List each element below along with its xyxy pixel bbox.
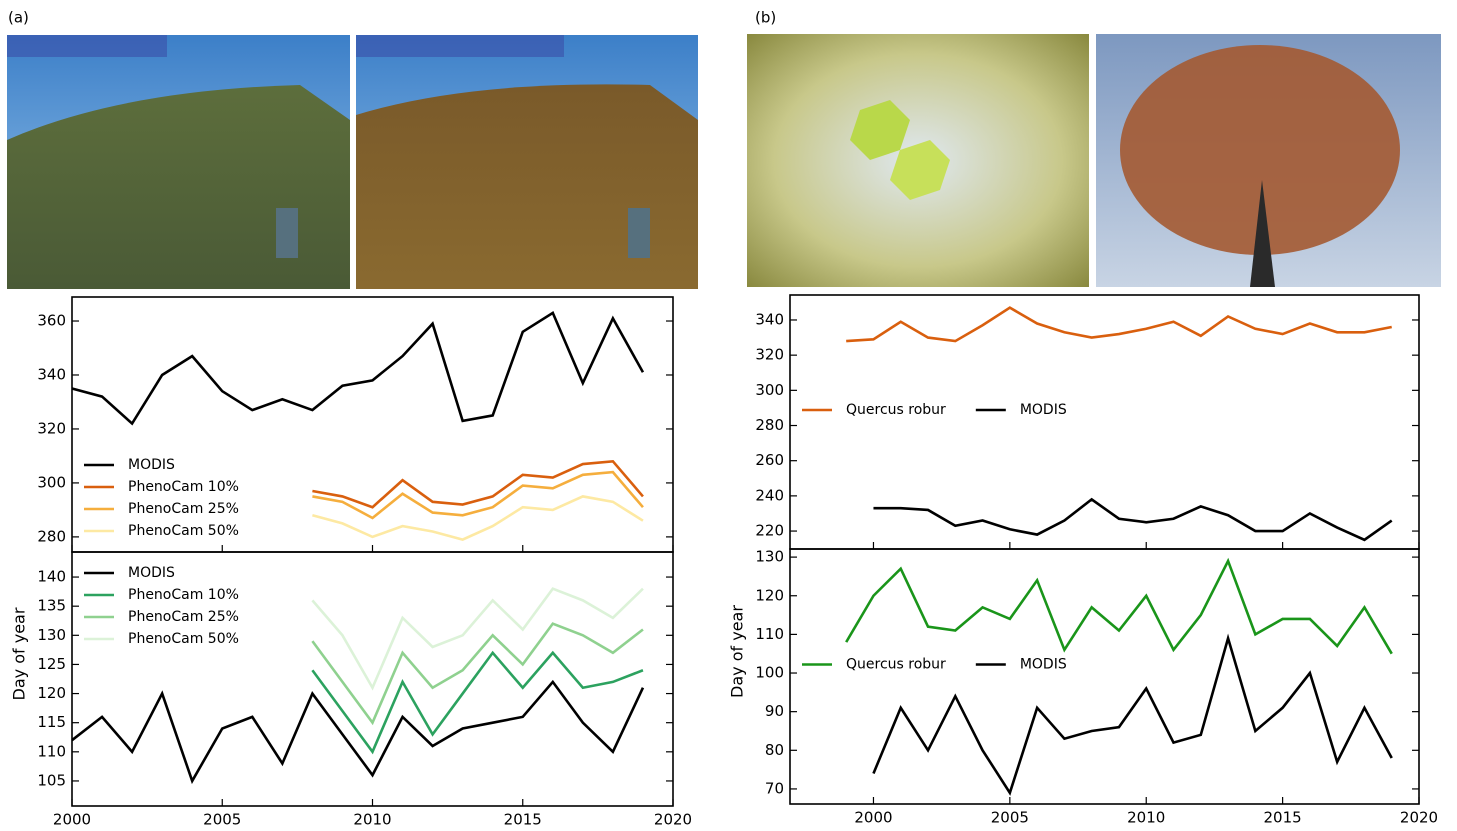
legend-label: Quercus robur — [846, 657, 946, 673]
x-tick-label: 2020 — [654, 811, 692, 829]
legend-label: MODIS — [128, 457, 175, 473]
y-tick-label: 320 — [37, 419, 66, 437]
panel-label: (a) — [8, 9, 29, 27]
legend-label: Quercus robur — [846, 402, 946, 418]
line-series — [311, 622, 644, 726]
line-series — [845, 557, 1393, 655]
y-tick-label: 130 — [755, 548, 784, 566]
y-tick-label: 110 — [755, 625, 784, 643]
line-series — [312, 459, 644, 509]
y-tick-label: 80 — [765, 741, 784, 759]
line-series — [846, 306, 1392, 343]
y-tick-label: 120 — [755, 586, 784, 604]
photo — [356, 35, 698, 289]
y-tick-label: 70 — [765, 779, 784, 797]
legend-label: MODIS — [1020, 402, 1067, 418]
x-tick-label: 2015 — [504, 811, 542, 829]
y-tick-label: 360 — [37, 312, 66, 330]
y-tick-label: 115 — [37, 713, 66, 731]
line-series — [311, 587, 644, 691]
y-tick-label: 125 — [37, 655, 66, 673]
y-tick-label: 120 — [37, 684, 66, 702]
plot-frame — [71, 551, 674, 807]
y-tick-label: 220 — [755, 522, 784, 540]
x-tick-label: 2020 — [1400, 809, 1438, 827]
x-tick-label: 2010 — [353, 811, 391, 829]
legend-label: PhenoCam 25% — [128, 501, 239, 517]
x-tick-label: 2015 — [1264, 809, 1302, 827]
y-tick-label: 90 — [765, 702, 784, 720]
x-tick-label: 2005 — [203, 811, 241, 829]
line-series — [71, 311, 645, 426]
line-series — [312, 495, 644, 541]
y-tick-label: 340 — [37, 365, 66, 383]
y-tick-label: 300 — [37, 473, 66, 491]
y-tick-label: 100 — [755, 664, 784, 682]
y-tick-label: 135 — [37, 597, 66, 615]
x-tick-label: 2000 — [854, 809, 892, 827]
y-tick-label: 240 — [755, 486, 784, 504]
panel-label: (b) — [755, 9, 776, 27]
legend-label: MODIS — [1020, 657, 1067, 673]
legend-label: PhenoCam 10% — [128, 479, 239, 495]
photo — [747, 34, 1089, 287]
y-tick-label: 110 — [37, 742, 66, 760]
plot-frame — [789, 548, 1420, 805]
y-axis-label: Day of year — [10, 607, 29, 700]
x-tick-label: 2010 — [1127, 809, 1165, 827]
line-series — [872, 633, 1393, 796]
line-series — [71, 679, 645, 785]
legend-label: PhenoCam 25% — [128, 609, 239, 625]
y-tick-label: 320 — [755, 346, 784, 364]
x-tick-label: 2005 — [991, 809, 1029, 827]
legend-label: PhenoCam 10% — [128, 587, 239, 603]
y-tick-label: 280 — [37, 527, 66, 545]
legend-label: PhenoCam 50% — [128, 523, 239, 539]
line-series — [312, 470, 644, 520]
legend-label: MODIS — [128, 565, 175, 581]
line-series — [873, 497, 1393, 542]
y-tick-label: 105 — [37, 771, 66, 789]
y-axis-label: Day of year — [728, 605, 747, 698]
y-tick-label: 260 — [755, 451, 784, 469]
photo — [1096, 34, 1441, 287]
y-tick-label: 280 — [755, 416, 784, 434]
y-tick-label: 340 — [755, 310, 784, 328]
y-tick-label: 300 — [755, 381, 784, 399]
legend-label: PhenoCam 50% — [128, 631, 239, 647]
y-tick-label: 140 — [37, 568, 66, 586]
x-tick-label: 2000 — [53, 811, 91, 829]
line-series — [311, 650, 644, 755]
y-tick-label: 130 — [37, 626, 66, 644]
photo — [7, 35, 350, 289]
